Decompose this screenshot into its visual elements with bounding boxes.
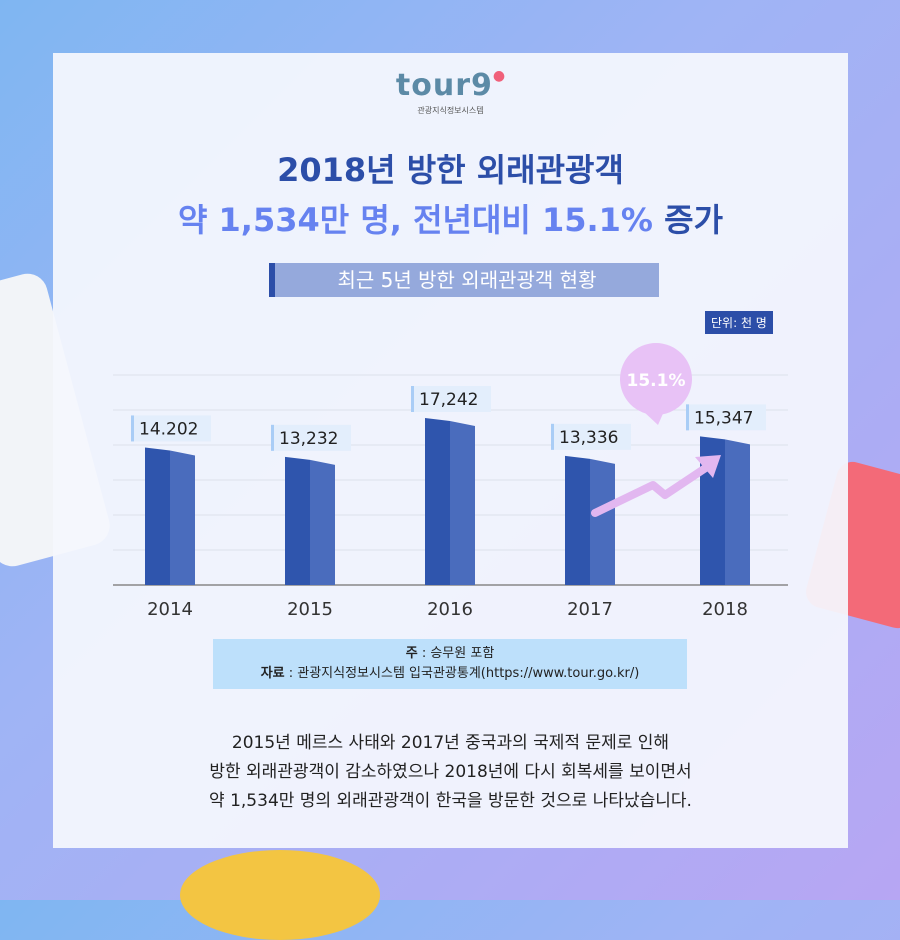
x-tick-label: 2017 xyxy=(567,599,613,620)
x-tick-label: 2015 xyxy=(287,599,333,620)
decor-coins xyxy=(180,850,380,940)
x-tick-label: 2014 xyxy=(147,599,193,620)
bar-shade xyxy=(310,459,335,585)
headline-line2: 약 1,534만 명, 전년대비 15.1% 증가 xyxy=(53,195,848,241)
value-label: 13,336 xyxy=(559,428,618,448)
source-label: 자료 xyxy=(260,666,285,681)
map-pin-icon: ● xyxy=(492,68,506,84)
bar-shade xyxy=(170,450,195,585)
source-text: : 관광지식정보시스템 입국관광통계(https://www.tour.go.k… xyxy=(288,666,640,681)
note-label: 주 xyxy=(405,646,418,661)
annotation-bubble-tail xyxy=(643,409,665,425)
x-tick-label: 2018 xyxy=(702,599,748,620)
bar-shade xyxy=(590,458,615,585)
value-label: 14.202 xyxy=(139,419,198,439)
description-line: 2015년 메르스 사태와 2017년 중국과의 국제적 문제로 인해 xyxy=(231,733,670,753)
trend-arrow xyxy=(591,459,717,517)
x-tick-label: 2016 xyxy=(427,599,473,620)
value-label-accent xyxy=(131,415,134,442)
value-label-bg xyxy=(271,424,351,451)
value-label-bg xyxy=(131,415,211,442)
logo-subtitle: 관광지식정보시스템 xyxy=(417,106,484,115)
description-line: 약 1,534만 명의 외래관광객이 한국을 방문한 것으로 나타났습니다. xyxy=(209,791,692,811)
note-text: : 승무원 포함 xyxy=(421,646,495,661)
bar xyxy=(145,447,170,585)
description-line: 방한 외래관광객이 감소하였으나 2018년에 다시 회복세를 보이면서 xyxy=(209,762,692,782)
value-label-accent xyxy=(686,404,689,431)
value-label: 13,232 xyxy=(279,429,338,449)
infographic-card: tour9● 관광지식정보시스템 2018년 방한 외래관광객 약 1,534만… xyxy=(53,53,848,848)
logo-mark: tour9 xyxy=(395,68,493,103)
value-label-accent xyxy=(551,423,554,450)
annotation-label: 15.1% xyxy=(627,371,686,391)
bar xyxy=(425,418,450,585)
bar-chart: 14.202 2014 13,232 2015 17,242 2016 13,336 2017… xyxy=(113,343,788,620)
headline-line1: 2018년 방한 외래관광객 xyxy=(277,151,624,189)
source-note: 주 : 승무원 포함 자료 : 관광지식정보시스템 입국관광통계(https:/… xyxy=(213,639,687,689)
value-label: 15,347 xyxy=(694,408,753,428)
value-label-bg xyxy=(686,404,766,431)
annotation-bubble xyxy=(620,343,692,415)
value-label-accent xyxy=(411,386,414,412)
unit-badge: 단위: 천 명 xyxy=(705,311,773,334)
headline-end: 증가 xyxy=(664,201,724,239)
value-label: 17,242 xyxy=(419,390,478,410)
bar xyxy=(565,455,590,585)
description: 2015년 메르스 사태와 2017년 중국과의 국제적 문제로 인해 방한 외… xyxy=(53,729,848,816)
logo: tour9● 관광지식정보시스템 xyxy=(53,68,848,116)
bar-shade xyxy=(725,439,750,585)
value-label-bg xyxy=(551,423,631,450)
bar xyxy=(700,436,725,585)
value-label-accent xyxy=(271,424,274,451)
trend-arrowhead xyxy=(695,455,721,478)
chart-subtitle: 최근 5년 방한 외래관광객 현황 xyxy=(269,263,659,297)
headline-accent: 약 1,534만 명, 전년대비 15.1% xyxy=(177,201,653,239)
bar xyxy=(285,456,310,585)
value-label-bg xyxy=(411,386,491,412)
bar-shade xyxy=(450,421,475,585)
